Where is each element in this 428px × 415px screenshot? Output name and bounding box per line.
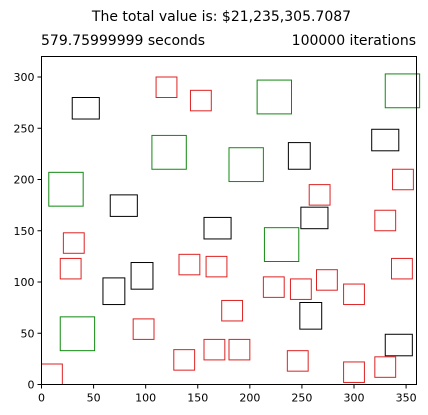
red-box-28 [228, 338, 251, 361]
y-tick-label: 50 [21, 327, 35, 340]
green-box-10 [48, 171, 84, 207]
red-box-22 [41, 363, 63, 385]
red-box-25 [221, 299, 244, 322]
y-axis: 0 50 100 150 200 250 300 [14, 71, 42, 392]
red-box-31 [286, 350, 309, 372]
black-box-9 [384, 333, 413, 357]
red-box-24 [205, 255, 228, 278]
red-box-30 [289, 278, 312, 300]
black-box-5 [287, 142, 311, 170]
red-box-18 [189, 89, 212, 112]
x-tick-label: 200 [239, 392, 260, 405]
red-box-19 [62, 232, 85, 254]
y-tick-label: 250 [14, 122, 35, 135]
green-box-16 [384, 73, 421, 109]
black-box-3 [130, 262, 154, 290]
y-tick-label: 100 [14, 276, 35, 289]
black-box-2 [203, 216, 232, 240]
green-box-11 [59, 316, 96, 352]
red-box-35 [343, 361, 365, 383]
x-tick-label: 150 [187, 392, 208, 405]
red-box-33 [316, 269, 338, 291]
red-box-34 [343, 283, 365, 306]
black-box-4 [102, 277, 126, 306]
elapsed-time-label: 579.75999999 seconds [41, 33, 205, 49]
black-box-6 [300, 206, 329, 230]
plot-frame [41, 56, 417, 385]
x-tick-label: 300 [344, 392, 365, 405]
red-box-27 [203, 338, 226, 361]
green-box-13 [228, 147, 264, 183]
green-box-15 [263, 227, 300, 263]
black-box-7 [299, 302, 323, 330]
y-tick-label: 150 [14, 225, 35, 238]
red-box-17 [155, 76, 178, 98]
black-box-0 [71, 97, 100, 120]
y-tick-label: 300 [14, 71, 35, 84]
red-box-36 [374, 209, 397, 232]
y-tick-label: 200 [14, 174, 35, 187]
black-box-1 [109, 194, 138, 217]
x-tick-label: 50 [87, 392, 101, 405]
x-tick-label: 350 [396, 392, 417, 405]
x-axis: 0 50 100 150 200 250 300 350 [38, 384, 417, 405]
plot-area [41, 73, 421, 385]
red-box-37 [392, 168, 414, 191]
red-box-29 [262, 276, 285, 298]
green-box-14 [256, 79, 292, 115]
red-box-21 [132, 318, 155, 340]
iterations-label: 100000 iterations [292, 33, 416, 49]
chart-title: The total value is: $21,235,305.7087 [91, 9, 351, 25]
red-box-38 [391, 257, 413, 280]
x-tick-label: 100 [135, 392, 156, 405]
x-tick-label: 250 [291, 392, 312, 405]
red-box-32 [308, 184, 331, 206]
red-box-39 [374, 356, 397, 378]
red-box-20 [59, 257, 82, 280]
x-tick-label: 0 [38, 392, 45, 405]
y-tick-label: 0 [28, 379, 35, 392]
red-box-23 [178, 253, 201, 276]
red-box-26 [173, 349, 196, 371]
green-box-12 [151, 134, 187, 170]
black-box-8 [371, 128, 400, 152]
